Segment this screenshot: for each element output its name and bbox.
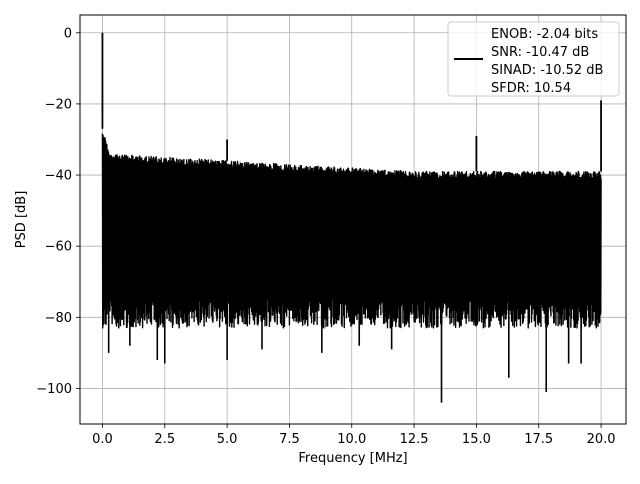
legend-line: SFDR: 10.54 [491,81,571,96]
x-axis-label: Frequency [MHz] [298,451,407,466]
ticks: 0.0 2.5 5.0 7.5 10.0 12.5 15.0 17.5 20.0 0 −20 −40 −… [36,26,615,447]
legend-entry: ENOB: -2.04 bits SNR: -10.47 dB SINAD: -10… [491,27,603,96]
legend-box [447,21,620,97]
y-tick-label: 0 [64,26,72,41]
x-tick-label: 0.0 [92,432,113,447]
x-tick-label: 15.0 [462,432,491,447]
axes-frame [79,14,627,425]
legend-line: SNR: -10.47 dB [491,45,589,60]
x-tick-label: 10.0 [337,432,366,447]
x-tick-label: 17.5 [524,432,553,447]
x-tick-label: 2.5 [154,432,175,447]
y-axis-label: PSD [dB] [14,191,29,249]
y-tick-label: −100 [36,382,72,397]
legend-line: ENOB: -2.04 bits [491,27,598,42]
y-tick-label: −40 [45,169,72,184]
legend-line: SINAD: -10.52 dB [491,63,603,78]
x-tick-label: 20.0 [587,432,616,447]
y-tick-label: −60 [45,240,72,255]
x-tick-label: 5.0 [217,432,238,447]
y-tick-label: −20 [45,97,72,112]
x-tick-label: 7.5 [279,432,300,447]
y-tick-label: −80 [45,311,72,326]
legend: ENOB: -2.04 bits SNR: -10.47 dB SINAD: -10… [447,21,620,97]
x-tick-label: 12.5 [400,432,429,447]
plot-area [101,32,602,403]
psd-noise-trace [101,133,602,329]
